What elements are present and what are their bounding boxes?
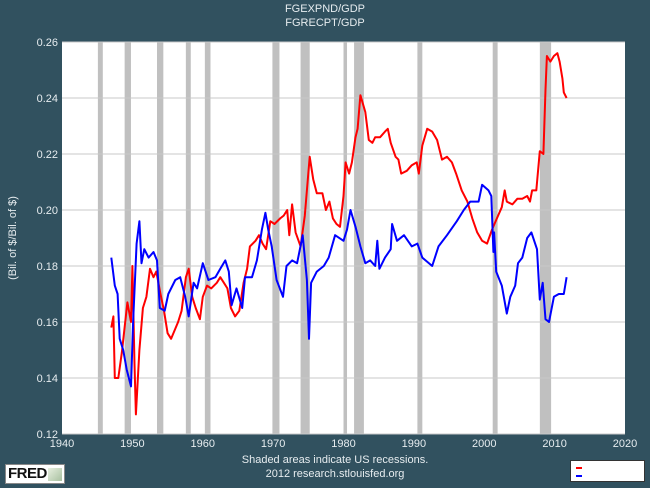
- legend: [570, 460, 645, 482]
- x-tick-label: 1970: [261, 438, 285, 450]
- chart-icon: [48, 468, 62, 481]
- source-text: 2012 research.stlouisfed.org: [265, 468, 405, 480]
- recession-band: [204, 42, 211, 434]
- gridlines: [62, 41, 625, 435]
- recession-band: [539, 42, 552, 434]
- legend-swatch-expenditure: [576, 467, 582, 469]
- series-lines: [110, 52, 568, 416]
- y-tick-label: 0.18: [37, 261, 58, 273]
- y-tick-label: 0.22: [37, 149, 58, 161]
- chart-title-line-2: FGRECPT/GDP: [285, 17, 365, 29]
- y-tick-label: 0.20: [37, 205, 58, 217]
- x-tick-label: 2010: [542, 438, 566, 450]
- x-tick-labels: 1940 1950 1960 1970 1980 1990 2000 2010 2020: [50, 438, 637, 450]
- recession-band: [97, 42, 103, 434]
- recession-band: [272, 42, 280, 434]
- y-tick-label: 0.26: [37, 37, 58, 49]
- x-tick-label: 1950: [120, 438, 144, 450]
- recession-band: [124, 42, 131, 434]
- x-tick-label: 1960: [191, 438, 215, 450]
- fred-logo-text: FRED: [8, 465, 47, 482]
- x-tick-label: 2000: [472, 438, 496, 450]
- recession-band: [157, 42, 164, 434]
- x-tick-label: 1940: [50, 438, 74, 450]
- recession-band: [300, 42, 310, 434]
- recession-note: Shaded areas indicate US recessions.: [241, 454, 429, 466]
- y-tick-label: 0.16: [37, 317, 58, 329]
- y-tick-label: 0.24: [37, 93, 58, 105]
- y-tick-label: 0.12: [37, 429, 58, 441]
- recession-band: [185, 42, 191, 434]
- y-tick-labels: 0.12 0.14 0.16 0.18 0.20 0.22 0.24 0.26: [37, 37, 58, 441]
- recession-band: [417, 42, 423, 434]
- x-tick-label: 1980: [331, 438, 355, 450]
- legend-swatch-receipts: [576, 475, 582, 477]
- y-tick-label: 0.14: [37, 373, 58, 385]
- y-axis-label: (Bil. of $/Bil. of $): [7, 196, 19, 280]
- series-line-fgrecpt-gdp: [110, 183, 568, 388]
- series-line-fgexpnd-gdp: [110, 52, 568, 416]
- x-tick-label: 1990: [402, 438, 426, 450]
- fred-logo[interactable]: FRED: [5, 464, 65, 484]
- x-tick-label: 2020: [613, 438, 637, 450]
- chart-title-line-1: FGEXPND/GDP: [284, 3, 366, 15]
